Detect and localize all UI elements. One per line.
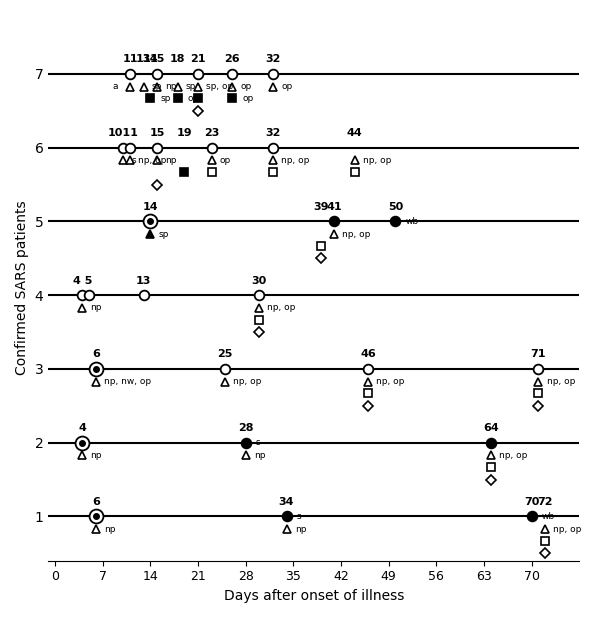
Text: 13: 13 xyxy=(136,54,151,64)
Text: 46: 46 xyxy=(361,349,376,360)
Text: 13: 13 xyxy=(136,276,151,286)
Text: op: op xyxy=(281,82,292,91)
Text: 6: 6 xyxy=(92,497,100,507)
Text: 39: 39 xyxy=(313,202,328,212)
Text: np: np xyxy=(295,525,306,533)
Text: np, op: np, op xyxy=(233,377,262,386)
Text: op: op xyxy=(220,156,231,165)
Text: np, op: np, op xyxy=(376,377,405,386)
Text: sp, op: sp, op xyxy=(206,82,233,91)
Text: op: op xyxy=(240,82,251,91)
Text: 11: 11 xyxy=(122,54,138,64)
Text: 28: 28 xyxy=(238,423,253,433)
Text: 15: 15 xyxy=(149,128,165,138)
Text: 44: 44 xyxy=(347,128,362,138)
Text: wb: wb xyxy=(542,512,555,521)
Text: np, op: np, op xyxy=(138,156,167,165)
Text: 18: 18 xyxy=(170,54,185,64)
Text: np: np xyxy=(91,303,102,312)
Text: np: np xyxy=(104,525,116,533)
Text: 50: 50 xyxy=(388,202,403,212)
Text: 15: 15 xyxy=(149,54,165,64)
Text: np: np xyxy=(254,451,265,460)
Text: np: np xyxy=(91,451,102,460)
X-axis label: Days after onset of illness: Days after onset of illness xyxy=(224,589,404,603)
Text: np: np xyxy=(166,82,177,91)
Text: 1011: 1011 xyxy=(108,128,139,138)
Text: 14: 14 xyxy=(143,54,158,64)
Text: 64: 64 xyxy=(483,423,499,433)
Text: np, op: np, op xyxy=(281,156,310,165)
Text: 72: 72 xyxy=(538,497,553,507)
Text: 32: 32 xyxy=(265,128,281,138)
Text: np, nw, op: np, nw, op xyxy=(104,377,151,386)
Text: np, op: np, op xyxy=(363,156,391,165)
Text: op: op xyxy=(242,94,254,103)
Text: sp: sp xyxy=(152,82,162,91)
Text: 21: 21 xyxy=(190,54,206,64)
Text: 25: 25 xyxy=(218,349,233,360)
Text: 32: 32 xyxy=(265,54,281,64)
Text: np, op: np, op xyxy=(553,525,582,533)
Text: np, op: np, op xyxy=(499,451,527,460)
Text: wb: wb xyxy=(406,217,419,226)
Text: np, op: np, op xyxy=(268,303,296,312)
Text: op: op xyxy=(188,94,199,103)
Text: 4: 4 xyxy=(79,423,86,433)
Text: np, op: np, op xyxy=(547,377,575,386)
Text: 19: 19 xyxy=(176,128,192,138)
Text: 23: 23 xyxy=(204,128,220,138)
Text: 34: 34 xyxy=(279,497,295,507)
Text: 26: 26 xyxy=(224,54,240,64)
Text: 4 5: 4 5 xyxy=(73,276,92,286)
Text: a: a xyxy=(113,82,118,91)
Text: 14: 14 xyxy=(143,202,158,212)
Text: sp: sp xyxy=(186,82,196,91)
Text: sp: sp xyxy=(161,94,171,103)
Y-axis label: Confirmed SARS patients: Confirmed SARS patients xyxy=(15,201,29,375)
Text: 30: 30 xyxy=(252,276,267,286)
Text: s: s xyxy=(256,438,260,447)
Text: 70: 70 xyxy=(524,497,539,507)
Text: np, op: np, op xyxy=(343,229,371,239)
Text: np: np xyxy=(166,156,177,165)
Text: 6: 6 xyxy=(92,349,100,360)
Text: s: s xyxy=(131,156,136,165)
Text: 71: 71 xyxy=(530,349,546,360)
Text: s: s xyxy=(297,512,301,521)
Text: sp: sp xyxy=(158,229,169,239)
Text: 41: 41 xyxy=(326,202,342,212)
